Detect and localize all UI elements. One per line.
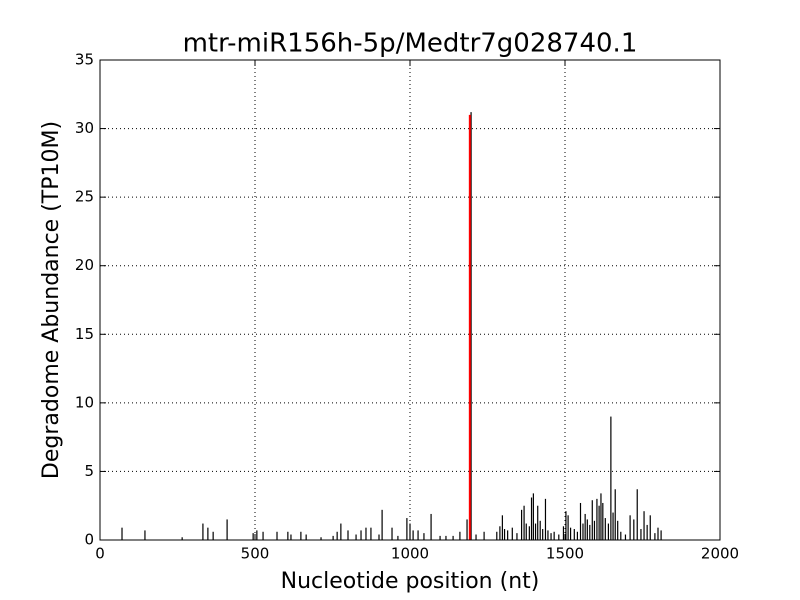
plot-frame — [99, 59, 721, 541]
y-tick-label: 10 — [75, 393, 94, 411]
y-tick-label: 5 — [84, 462, 94, 480]
y-tick-label: 30 — [75, 119, 94, 137]
x-tick-label: 0 — [95, 545, 105, 563]
x-tick-label: 1000 — [391, 545, 429, 563]
x-axis-label: Nucleotide position (nt) — [281, 569, 540, 594]
y-tick-label: 0 — [84, 531, 94, 549]
x-tick-label: 500 — [241, 545, 270, 563]
y-tick-label: 15 — [75, 325, 94, 343]
x-tick-label: 2000 — [701, 545, 739, 563]
y-tick-label: 35 — [75, 51, 94, 69]
y-tick-label: 25 — [75, 188, 94, 206]
y-tick-label: 20 — [75, 256, 94, 274]
y-axis-label: Degradome Abundance (TP10M) — [39, 121, 64, 479]
chart-title: mtr-miR156h-5p/Medtr7g028740.1 — [183, 29, 638, 59]
x-tick-label: 1500 — [546, 545, 584, 563]
